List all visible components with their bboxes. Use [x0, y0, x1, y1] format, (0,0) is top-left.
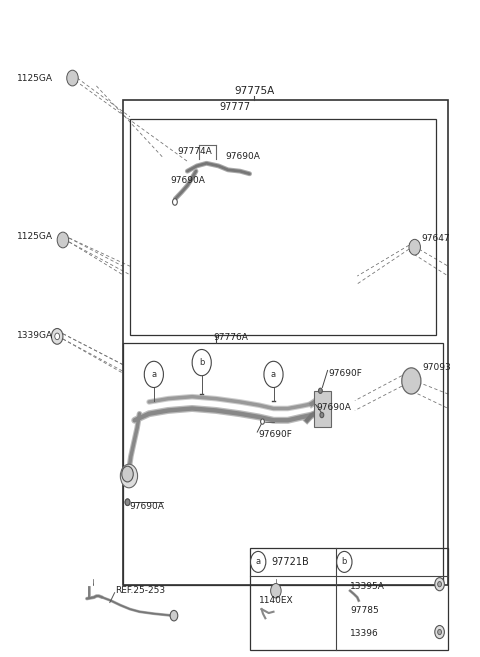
Text: 97776A: 97776A: [214, 332, 249, 342]
Circle shape: [320, 413, 324, 418]
Text: 97690A: 97690A: [170, 176, 205, 185]
Bar: [250, 548, 448, 650]
Circle shape: [125, 499, 130, 505]
Text: 97775A: 97775A: [234, 86, 275, 96]
Circle shape: [55, 333, 60, 340]
Text: 1125GA: 1125GA: [17, 74, 53, 83]
Text: 97647: 97647: [422, 233, 451, 242]
Circle shape: [172, 198, 177, 205]
Circle shape: [438, 629, 442, 635]
Text: 97785: 97785: [350, 606, 379, 615]
Circle shape: [261, 419, 264, 424]
Circle shape: [402, 368, 421, 394]
Text: a: a: [151, 370, 156, 379]
Text: 13395A: 13395A: [350, 581, 385, 591]
Circle shape: [336, 551, 352, 572]
Circle shape: [170, 610, 178, 621]
Circle shape: [67, 70, 78, 86]
Text: b: b: [199, 358, 204, 367]
Circle shape: [51, 328, 63, 344]
Bar: [123, 101, 448, 585]
Text: 97721B: 97721B: [271, 557, 309, 567]
Text: REF.25-253: REF.25-253: [116, 586, 166, 595]
Text: 97777: 97777: [220, 102, 251, 112]
Bar: [314, 391, 331, 427]
Text: a: a: [271, 370, 276, 379]
Circle shape: [435, 625, 444, 639]
Text: 97774A: 97774A: [178, 147, 213, 156]
Text: 97093: 97093: [423, 363, 452, 373]
Text: b: b: [342, 557, 347, 566]
Text: a: a: [256, 557, 261, 566]
Text: 1339GA: 1339GA: [17, 330, 54, 340]
Circle shape: [125, 499, 130, 505]
Text: 97690F: 97690F: [258, 430, 292, 440]
Bar: [130, 119, 436, 335]
Text: 97690A: 97690A: [226, 152, 261, 161]
Circle shape: [264, 361, 283, 388]
Circle shape: [120, 464, 138, 487]
Text: 1140EX: 1140EX: [259, 596, 293, 605]
Circle shape: [438, 581, 442, 587]
Text: 1125GA: 1125GA: [17, 232, 53, 241]
Circle shape: [251, 551, 266, 572]
Circle shape: [57, 232, 69, 248]
Circle shape: [122, 466, 133, 482]
Circle shape: [409, 239, 420, 255]
Circle shape: [319, 388, 323, 394]
Circle shape: [192, 350, 211, 376]
Text: 97690F: 97690F: [328, 369, 362, 378]
Text: 97690A: 97690A: [129, 503, 164, 511]
Text: 13396: 13396: [350, 629, 379, 638]
Bar: [123, 343, 444, 585]
Text: 97690A: 97690A: [317, 403, 351, 412]
Circle shape: [435, 578, 444, 591]
Circle shape: [271, 583, 281, 598]
Circle shape: [144, 361, 163, 388]
